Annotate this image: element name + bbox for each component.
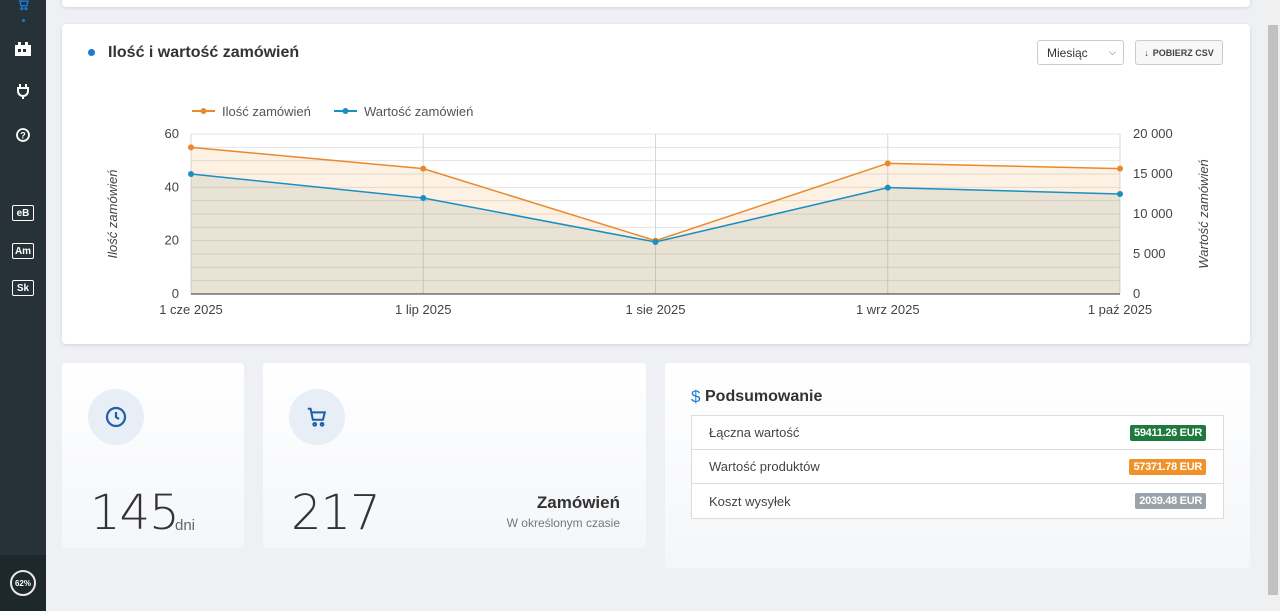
period-select[interactable]: Miesiąc ⌵ — [1037, 40, 1124, 65]
plug-icon — [17, 84, 29, 99]
series-area — [191, 174, 1120, 294]
warehouse-icon — [15, 42, 31, 56]
summary-row-label: Łączna wartość — [709, 425, 800, 440]
data-point — [420, 165, 427, 172]
summary-shipping-badge: 2039.48 EUR — [1135, 493, 1206, 509]
download-csv-label: POBIERZ CSV — [1152, 47, 1214, 58]
page-scrollbar[interactable] — [1266, 0, 1280, 611]
cart-icon-circle — [289, 389, 345, 445]
data-point — [1117, 165, 1123, 172]
active-indicator — [22, 19, 25, 22]
x-tick-label: 1 cze 2025 — [159, 302, 223, 317]
sidebar-badge-ebay[interactable]: eB — [12, 205, 34, 221]
chevron-down-icon: ⌵ — [1109, 47, 1116, 57]
clock-icon — [105, 406, 127, 428]
y-tick-label-right: 10 000 — [1133, 206, 1173, 221]
sidebar-item-orders[interactable] — [0, 0, 46, 14]
y-axis-label-left: Ilość zamówień — [105, 170, 120, 259]
y-tick-label-left: 0 — [172, 286, 179, 301]
scrollbar-thumb[interactable] — [1268, 25, 1278, 595]
summary-table: Łączna wartość 59411.26 EUR Wartość prod… — [691, 415, 1224, 519]
data-point — [884, 184, 891, 191]
legend-label: Wartość zamówień — [364, 104, 473, 119]
summary-row-products: Wartość produktów 57371.78 EUR — [692, 450, 1223, 484]
cart-icon — [307, 407, 327, 427]
data-point — [188, 171, 194, 177]
orders-chart: 0 20 40 60 0 5 000 10 000 15 000 20 000 1 cze 202… — [105, 104, 1211, 317]
sidebar-badge-amazon[interactable]: Am — [12, 243, 34, 259]
y-tick-label-right: 0 — [1133, 286, 1140, 301]
legend-label: Ilość zamówień — [222, 104, 311, 119]
data-point — [1117, 191, 1123, 197]
clock-icon-circle — [88, 389, 144, 445]
data-point — [652, 239, 659, 245]
days-unit: dni — [175, 517, 196, 534]
y-tick-label-right: 5 000 — [1133, 246, 1166, 261]
y-tick-label-left: 40 — [165, 179, 179, 194]
help-icon: ? — [16, 128, 30, 142]
progress-ring: 62% — [10, 570, 36, 596]
sidebar-item-warehouse[interactable] — [0, 40, 46, 58]
cart-icon — [19, 0, 29, 11]
x-tick-label: 1 wrz 2025 — [856, 302, 920, 317]
orders-chart-card: Ilość i wartość zamówień Miesiąc ⌵ ↓ POB… — [62, 24, 1250, 344]
title-dot-icon — [88, 49, 95, 56]
summary-total-badge: 59411.26 EUR — [1130, 424, 1206, 441]
summary-row-label: Wartość produktów — [709, 459, 820, 474]
x-tick-label: 1 sie 2025 — [626, 302, 686, 317]
days-stat-card: 145 dni — [62, 363, 244, 548]
y-tick-label-right: 15 000 — [1133, 166, 1173, 181]
data-point — [188, 144, 194, 151]
chart-card-title: Ilość i wartość zamówień — [108, 44, 300, 61]
x-tick-label: 1 paź 2025 — [1088, 302, 1152, 317]
summary-row-total: Łączna wartość 59411.26 EUR — [692, 416, 1223, 450]
sidebar-progress[interactable]: 62% — [0, 555, 46, 611]
legend-marker — [342, 108, 349, 114]
download-csv-button[interactable]: ↓ POBIERZ CSV — [1135, 40, 1223, 65]
summary-products-badge: 57371.78 EUR — [1129, 458, 1206, 475]
orders-stat-card: 217 Zamówień W określonym czasie — [263, 363, 646, 548]
y-tick-label-right: 20 000 — [1133, 126, 1173, 141]
y-axis-label-right: Wartość zamówień — [1196, 159, 1211, 269]
data-point — [420, 195, 427, 201]
y-tick-label-left: 20 — [165, 233, 179, 248]
download-icon: ↓ — [1144, 47, 1149, 58]
legend-marker — [200, 108, 207, 114]
x-tick-label: 1 lip 2025 — [395, 302, 451, 317]
sidebar: ? eB Am Sk 62% — [0, 0, 46, 611]
summary-row-shipping: Koszt wysyłek 2039.48 EUR — [692, 484, 1223, 518]
sidebar-badge-shop[interactable]: Sk — [12, 280, 34, 296]
top-card — [62, 0, 1250, 7]
svg-text:?: ? — [20, 131, 26, 141]
summary-row-label: Koszt wysyłek — [709, 493, 791, 509]
period-select-value: Miesiąc — [1047, 45, 1088, 60]
data-point — [884, 160, 891, 167]
days-value: 145 — [90, 485, 180, 541]
sidebar-item-help[interactable]: ? — [0, 126, 46, 144]
summary-title: Podsumowanie — [705, 388, 823, 405]
series-area — [191, 147, 1120, 294]
y-tick-label-left: 60 — [165, 126, 179, 141]
orders-subtitle: W określonym czasie — [506, 516, 620, 530]
orders-value: 217 — [291, 485, 381, 541]
summary-card: $ Podsumowanie Łączna wartość 59411.26 E… — [665, 363, 1250, 568]
sidebar-item-integrations[interactable] — [0, 82, 46, 100]
orders-title: Zamówień — [536, 493, 620, 512]
dollar-icon: $ — [691, 387, 701, 406]
